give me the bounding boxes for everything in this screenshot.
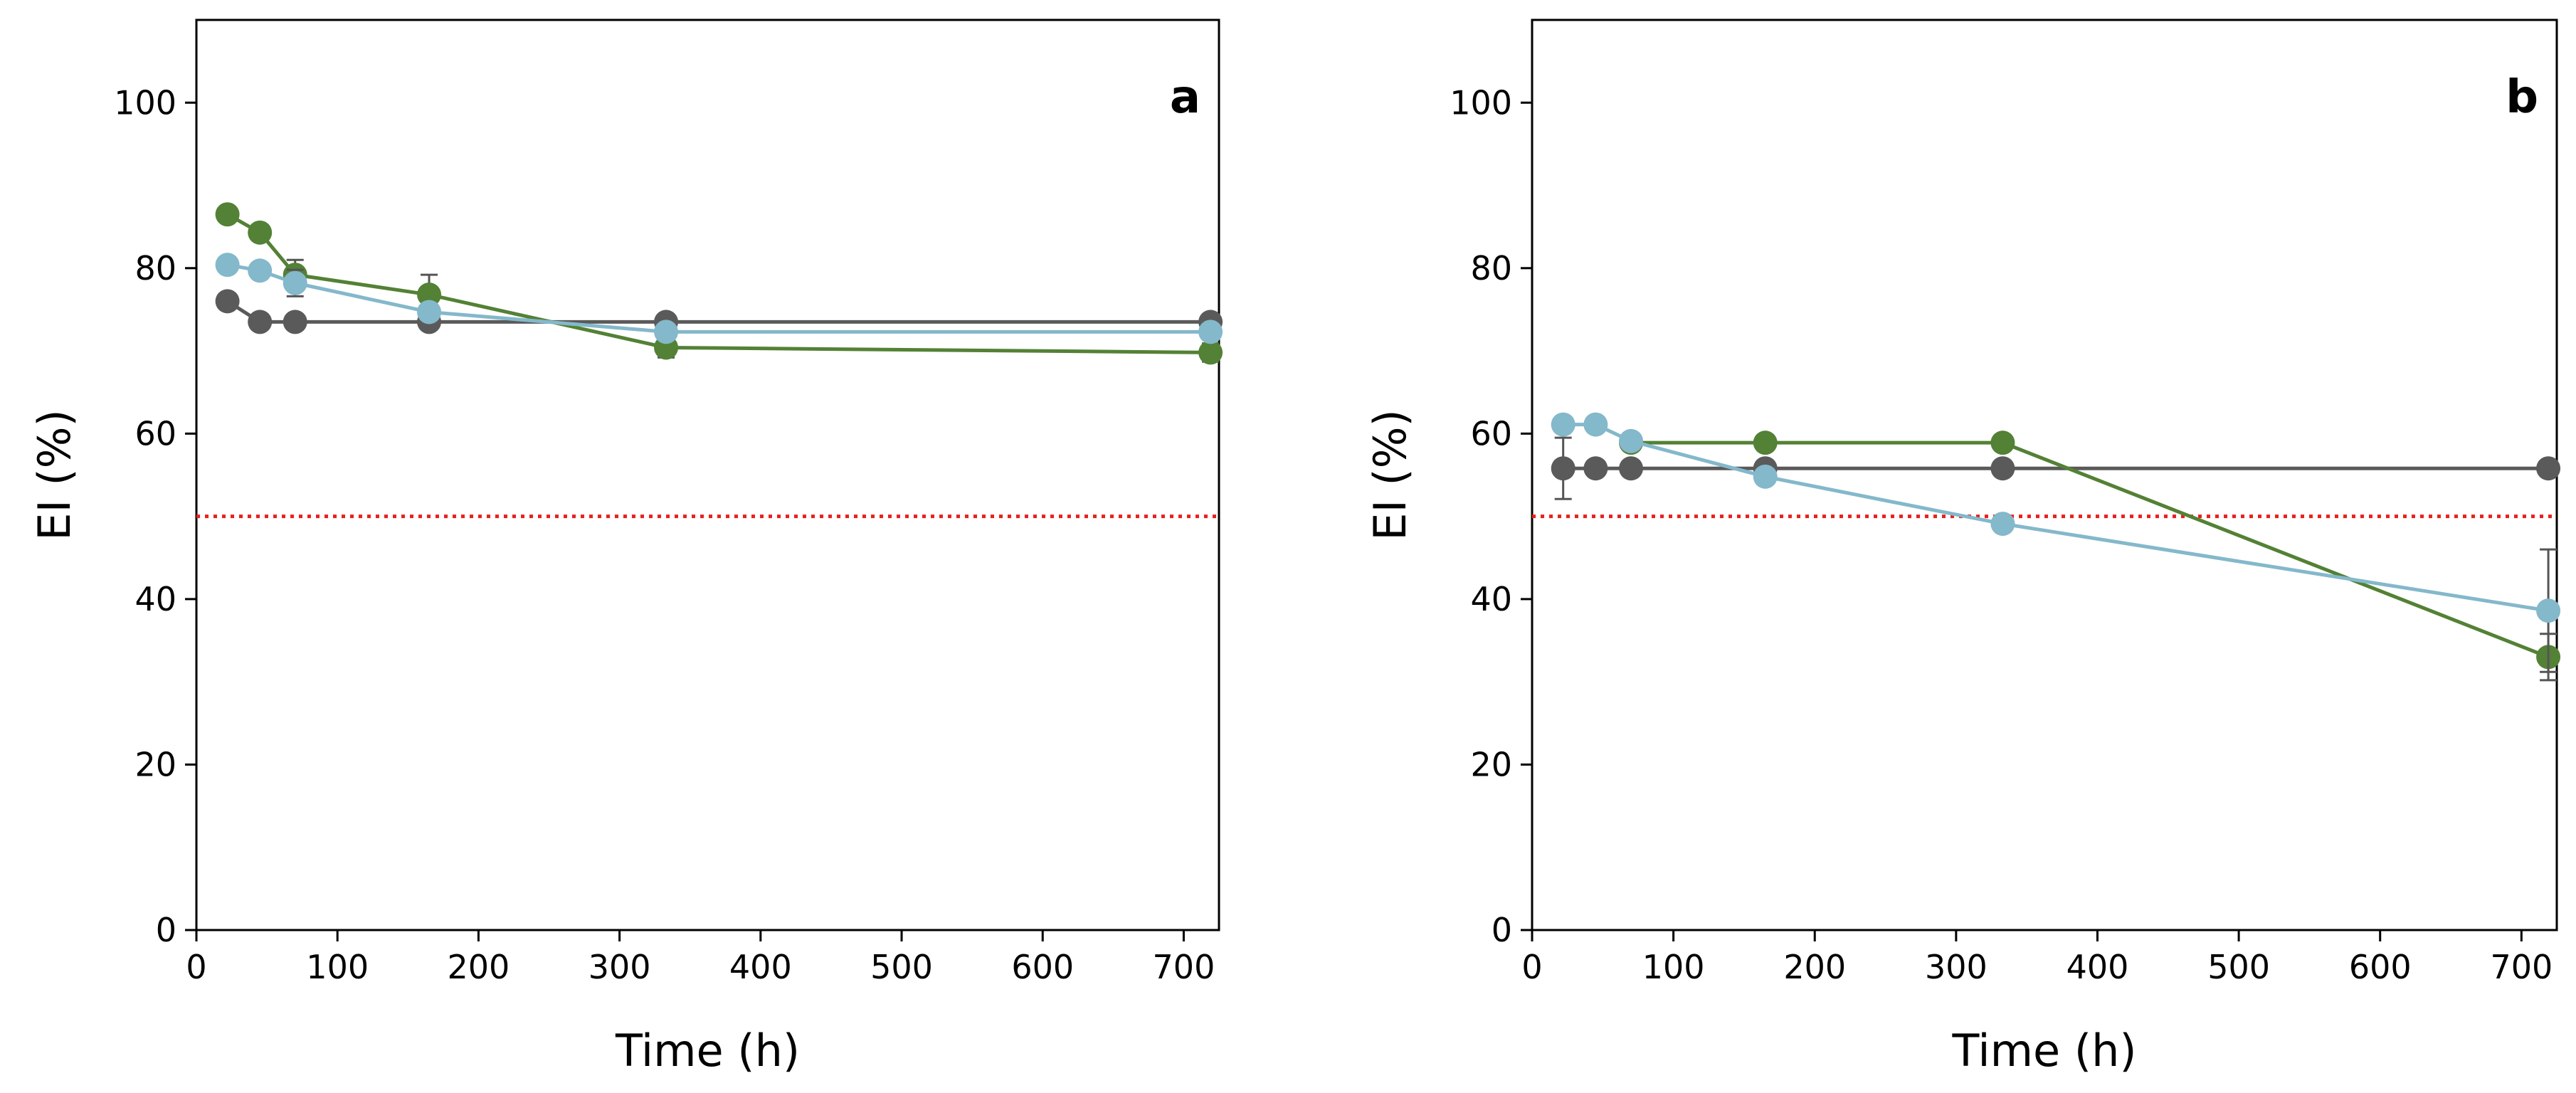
data-point-light-blue [1551,412,1575,437]
data-point-dark-gray [1990,456,2015,481]
data-point-light-blue [248,258,273,283]
panel-label: a [1170,71,1200,124]
x-tick-label: 700 [1153,948,1215,986]
panel-b: 0 20 40 60 80 100 0 100 200 300 400 500 600 700 Time (… [1364,19,2561,1077]
plot-frame [1531,19,2558,931]
y-tick-label: 0 [1492,911,1512,949]
data-point-green [417,283,442,307]
data-point-green [1990,431,2015,455]
x-tick-label: 100 [306,948,369,986]
data-point-green [1198,340,1223,365]
data-point-dark-gray [1619,456,1644,481]
x-tick-label: 600 [2349,948,2412,986]
x-tick-label: 100 [1642,948,1705,986]
y-tick-label: 60 [134,414,176,453]
x-tick-label: 300 [1925,948,1988,986]
data-point-green [215,202,240,227]
plot-frame [195,19,1220,931]
data-point-light-blue [1583,412,1608,437]
x-tick-label: 700 [2490,948,2553,986]
data-point-dark-gray [2536,456,2561,481]
data-point-light-blue [1619,428,1644,453]
data-point-dark-gray [1551,456,1575,481]
x-tick-label: 200 [448,948,510,986]
x-tick-label: 300 [588,948,651,986]
x-tick-label: 400 [2066,948,2129,986]
series-line-green [1631,440,2549,659]
panel-a: 0 20 40 60 80 100 0 100 200 300 400 500 600 700 Time (… [28,19,1223,1077]
x-tick-label: 600 [1011,948,1074,986]
data-point-light-blue [2536,598,2561,623]
x-tick-label: 500 [870,948,933,986]
y-tick-label: 40 [1470,580,1512,618]
data-point-light-blue [283,270,307,295]
y-tick-label: 0 [156,911,176,949]
data-point-light-blue [1753,464,1778,489]
data-point-light-blue [654,320,679,344]
data-point-light-blue [215,253,240,278]
x-tick-label: 0 [1521,948,1542,986]
data-point-green [248,220,273,245]
data-point-light-blue [417,300,442,324]
y-axis-title: EI (%) [28,409,80,540]
y-tick-label: 100 [1450,83,1512,122]
x-tick-label: 500 [2207,948,2270,986]
x-tick-label: 0 [186,948,206,986]
y-tick-label: 20 [1470,745,1512,783]
y-axis-title: EI (%) [1364,409,1416,540]
data-point-dark-gray [283,310,307,334]
data-point-dark-gray [248,310,273,334]
y-tick-label: 60 [1470,414,1512,453]
y-tick-label: 40 [134,580,176,618]
y-tick-label: 80 [134,249,176,287]
x-axis-title: Time (h) [615,1025,800,1077]
data-point-dark-gray [215,289,240,314]
data-point-dark-gray [1583,456,1608,481]
data-point-light-blue [1990,512,2015,537]
data-point-green [1753,431,1778,455]
x-tick-label: 200 [1783,948,1846,986]
series-line-dark-gray [226,300,1211,324]
x-tick-label: 400 [729,948,792,986]
y-tick-label: 80 [1470,249,1512,287]
x-axis-title: Time (h) [1951,1025,2136,1077]
y-tick-label: 100 [114,83,176,122]
data-point-light-blue [1198,320,1223,344]
panel-label: b [2506,71,2538,124]
y-tick-label: 20 [134,745,176,783]
